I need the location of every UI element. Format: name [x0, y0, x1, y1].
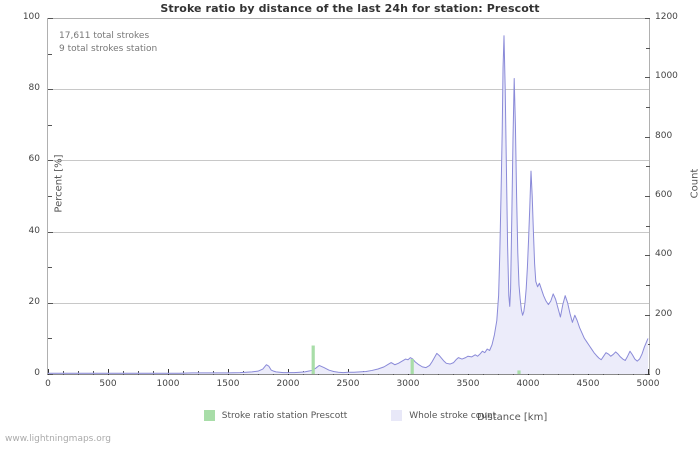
chart-title: Stroke ratio by distance of the last 24h…	[160, 2, 540, 15]
x-tick	[228, 369, 229, 375]
y-right-tick	[646, 48, 650, 49]
y-right-tick	[645, 18, 650, 19]
stroke-ratio-bar	[410, 359, 414, 374]
footer-url: www.lightningmaps.org	[5, 434, 111, 444]
y-right-tick	[645, 374, 650, 375]
y-left-tick	[48, 303, 53, 304]
x-tick-label: 4500	[576, 379, 600, 389]
plot-border-left	[47, 18, 48, 375]
y-left-tick	[48, 196, 52, 197]
y-left-tick	[48, 54, 52, 55]
y-right-tick	[645, 196, 650, 197]
y-left-tick	[48, 338, 52, 339]
y-right-tick-label: 200	[655, 309, 673, 319]
y-left-tick-label: 20	[28, 297, 40, 307]
legend-label: Whole stroke count	[409, 410, 497, 421]
data-series-layer	[48, 35, 649, 375]
annotation-station-strokes: 9 total strokes station	[59, 44, 158, 54]
x-axis-title: Distance [km]	[477, 412, 548, 423]
plot-border-top	[47, 18, 650, 19]
y-right-tick-label: 800	[655, 131, 673, 141]
y-left-tick	[48, 160, 53, 161]
annotation-block: 17,611 total strokes 9 total strokes sta…	[59, 30, 157, 56]
x-tick-label: 2000	[276, 379, 300, 389]
y-right-tick	[646, 226, 650, 227]
legend-whole-count[interactable]: Whole stroke count	[391, 410, 496, 421]
stroke-ratio-bar	[517, 370, 521, 374]
x-tick-label: 3500	[456, 379, 480, 389]
y-right-tick	[645, 255, 650, 256]
x-tick-label: 5000	[636, 379, 660, 389]
y-left-tick	[48, 89, 53, 90]
whole-stroke-count-line	[48, 35, 649, 374]
x-tick-label: 500	[99, 379, 117, 389]
gridline-y	[48, 160, 649, 161]
y-left-tick-label: 0	[34, 368, 40, 378]
y-right-tick	[645, 315, 650, 316]
stroke-ratio-bar	[311, 345, 315, 374]
chart-legend: Stroke ratio station Prescott Whole strok…	[0, 410, 700, 421]
y-right-tick-label: 1200	[655, 12, 678, 22]
legend-label: Stroke ratio station Prescott	[221, 410, 348, 421]
y-right-tick-label: 1000	[655, 71, 678, 81]
y-left-tick-label: 100	[22, 12, 40, 22]
y-left-tick-label: 80	[28, 83, 40, 93]
legend-stroke-ratio[interactable]: Stroke ratio station Prescott	[203, 410, 348, 421]
y-left-tick	[48, 125, 52, 126]
legend-swatch	[203, 410, 215, 421]
y-right-tick	[646, 166, 650, 167]
x-tick-label: 4000	[516, 379, 540, 389]
y-right-tick-label: 600	[655, 190, 673, 200]
x-tick	[48, 369, 49, 375]
y-left-tick	[48, 267, 52, 268]
y-right-tick	[645, 77, 650, 78]
y-right-tick-label: 0	[655, 368, 661, 378]
y-right-tick	[646, 107, 650, 108]
y-right-tick	[646, 285, 650, 286]
y-left-tick-label: 40	[28, 226, 40, 236]
annotation-total-strokes: 17,611 total strokes	[59, 31, 150, 41]
x-tick-label: 1000	[156, 379, 180, 389]
y-left-tick	[48, 18, 53, 19]
y-left-axis-title: Percent [%]	[53, 154, 65, 213]
gridline-y	[48, 89, 649, 90]
plot-area: 17,611 total strokes 9 total strokes sta…	[47, 18, 700, 423]
y-left-tick	[48, 374, 53, 375]
gridline-y	[48, 232, 649, 233]
x-tick-label: 3000	[396, 379, 420, 389]
whole-stroke-count-area	[48, 35, 648, 375]
x-tick	[288, 369, 289, 375]
x-tick	[648, 369, 649, 375]
y-right-tick	[645, 137, 650, 138]
legend-swatch	[391, 410, 403, 421]
x-tick-label: 0	[45, 379, 51, 389]
y-right-axis-title: Count	[689, 168, 700, 199]
x-tick-label: 1500	[216, 379, 240, 389]
x-tick-label: 2500	[336, 379, 360, 389]
x-tick	[108, 369, 109, 375]
gridline-y	[48, 303, 649, 304]
y-right-tick-label: 400	[655, 249, 673, 259]
x-tick	[168, 369, 169, 375]
y-left-tick	[48, 232, 53, 233]
y-left-tick-label: 60	[28, 154, 40, 164]
